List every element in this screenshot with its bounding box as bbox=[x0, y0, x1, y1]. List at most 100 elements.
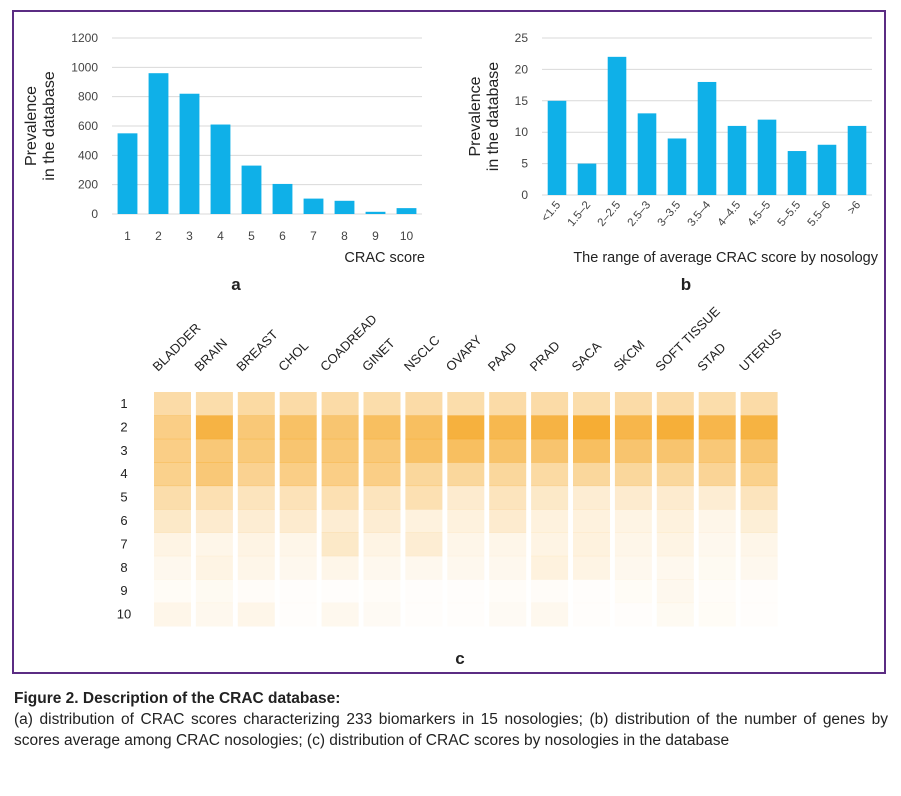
heatmap-cell bbox=[614, 485, 652, 510]
y-tick-label: 1200 bbox=[71, 31, 98, 45]
heatmap-cell bbox=[237, 509, 275, 533]
column-label: BRAIN bbox=[191, 335, 230, 374]
heatmap-cell bbox=[405, 485, 443, 510]
x-tick-label: 1.5–2 bbox=[566, 199, 594, 229]
bar-5–5.5 bbox=[787, 151, 807, 195]
heatmap-cell bbox=[614, 415, 652, 440]
bar-2 bbox=[148, 73, 169, 214]
heatmap-cell bbox=[531, 509, 569, 533]
y-tick-label: 25 bbox=[515, 31, 529, 45]
heatmap-cell bbox=[321, 438, 359, 463]
caption-text: (a) distribution of CRAC scores characte… bbox=[14, 711, 888, 749]
heatmap-cell bbox=[698, 462, 736, 487]
heatmap-cell bbox=[614, 532, 652, 557]
bar-9 bbox=[365, 211, 386, 214]
heatmap-cell bbox=[740, 438, 778, 463]
heatmap-cell bbox=[573, 438, 610, 463]
heatmap-cell bbox=[531, 392, 569, 416]
heatmap-cell bbox=[195, 438, 233, 463]
x-axis-label: The range of average CRAC score by nosol… bbox=[573, 250, 878, 266]
bar-4–4.5 bbox=[727, 125, 747, 195]
y-axis-label: Prevalence bbox=[23, 86, 40, 166]
heatmap-cell bbox=[195, 485, 233, 510]
x-tick-label: 5 bbox=[248, 229, 255, 243]
column-label: SKCM bbox=[610, 337, 647, 374]
x-tick-label: 2–2.5 bbox=[596, 199, 624, 229]
heatmap-cell bbox=[154, 532, 191, 557]
heatmap-cell bbox=[154, 392, 191, 416]
heatmap-cell bbox=[531, 555, 569, 580]
y-tick-label: 0 bbox=[521, 188, 528, 202]
bar->6 bbox=[847, 125, 867, 195]
heatmap-cell bbox=[280, 603, 317, 627]
heatmap-cell bbox=[447, 438, 485, 463]
heatmap-cell bbox=[321, 392, 359, 416]
heatmap-cell bbox=[405, 603, 442, 627]
y-tick-label: 15 bbox=[515, 94, 529, 108]
heatmap-cell bbox=[531, 532, 569, 557]
heatmap-cell bbox=[321, 415, 359, 440]
heatmap-cell bbox=[195, 462, 233, 487]
heatmap-cell bbox=[279, 532, 317, 557]
row-label: 10 bbox=[117, 607, 131, 622]
heatmap-cell bbox=[405, 415, 443, 440]
bar-10 bbox=[396, 208, 417, 214]
bar-3–3.5 bbox=[667, 138, 687, 195]
heatmap-cell bbox=[656, 602, 694, 627]
heatmap-cell bbox=[573, 532, 610, 557]
heatmap-cell bbox=[279, 555, 317, 580]
x-tick-label: 5–5.5 bbox=[776, 199, 804, 229]
bar-6 bbox=[272, 183, 293, 214]
heatmap-cell bbox=[237, 532, 275, 557]
heatmap-cell bbox=[363, 415, 401, 440]
heatmap-cell bbox=[237, 555, 275, 580]
heatmap-cell bbox=[154, 602, 191, 627]
heatmap-cell bbox=[740, 532, 778, 557]
heatmap-cell bbox=[405, 392, 443, 416]
y-tick-label: 0 bbox=[91, 207, 98, 221]
y-tick-label: 20 bbox=[515, 62, 529, 76]
heatmap-cell bbox=[279, 462, 317, 487]
x-tick-label: 2.5–3 bbox=[626, 199, 654, 229]
heatmap-cell bbox=[489, 555, 527, 580]
heatmap-cell bbox=[363, 602, 401, 627]
panel-letter-b: b bbox=[681, 275, 691, 294]
heatmap-cell bbox=[405, 438, 443, 463]
heatmap-cell bbox=[321, 532, 359, 557]
x-tick-label: 3–3.5 bbox=[656, 199, 684, 229]
heatmap-cell bbox=[573, 603, 610, 627]
row-label: 6 bbox=[120, 513, 127, 528]
row-label: 5 bbox=[120, 490, 127, 505]
x-tick-label: 5.5–6 bbox=[806, 199, 834, 229]
heatmap-cell bbox=[237, 392, 275, 416]
bar-5 bbox=[241, 165, 262, 214]
heatmap-cell bbox=[740, 509, 778, 533]
heatmap-cell bbox=[614, 555, 652, 580]
heatmap-cell bbox=[614, 579, 652, 604]
heatmap-cell bbox=[154, 509, 191, 533]
heatmap-cell bbox=[447, 532, 485, 557]
bar-1.5–2 bbox=[577, 163, 597, 195]
bar-3 bbox=[179, 93, 200, 214]
x-tick-label: 7 bbox=[310, 229, 317, 243]
heatmap-cell bbox=[447, 579, 484, 603]
bar-4.5–5 bbox=[757, 119, 777, 195]
heatmap-cell bbox=[363, 438, 401, 463]
heatmap-cell bbox=[405, 532, 443, 557]
y-tick-label: 400 bbox=[78, 148, 98, 162]
heatmap-cell bbox=[656, 532, 694, 557]
y-tick-label: 10 bbox=[515, 125, 529, 139]
heatmap-cell bbox=[741, 579, 778, 603]
heatmap-cell bbox=[573, 415, 610, 440]
heatmap-cell bbox=[489, 579, 526, 603]
x-tick-label: 3 bbox=[186, 229, 193, 243]
heatmap-cell bbox=[573, 579, 610, 603]
heatmap-cell bbox=[656, 392, 694, 416]
heatmap-cell bbox=[154, 579, 191, 604]
heatmap-cell bbox=[698, 555, 736, 580]
heatmap-cell bbox=[740, 555, 778, 580]
x-tick-label: 8 bbox=[341, 229, 348, 243]
x-tick-label: 4 bbox=[217, 229, 224, 243]
heatmap-cell bbox=[656, 509, 694, 533]
heatmap-cell bbox=[656, 555, 694, 580]
